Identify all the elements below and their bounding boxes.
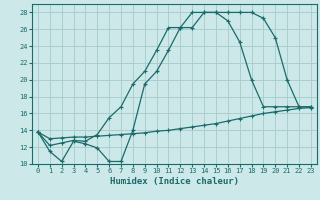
X-axis label: Humidex (Indice chaleur): Humidex (Indice chaleur) bbox=[110, 177, 239, 186]
